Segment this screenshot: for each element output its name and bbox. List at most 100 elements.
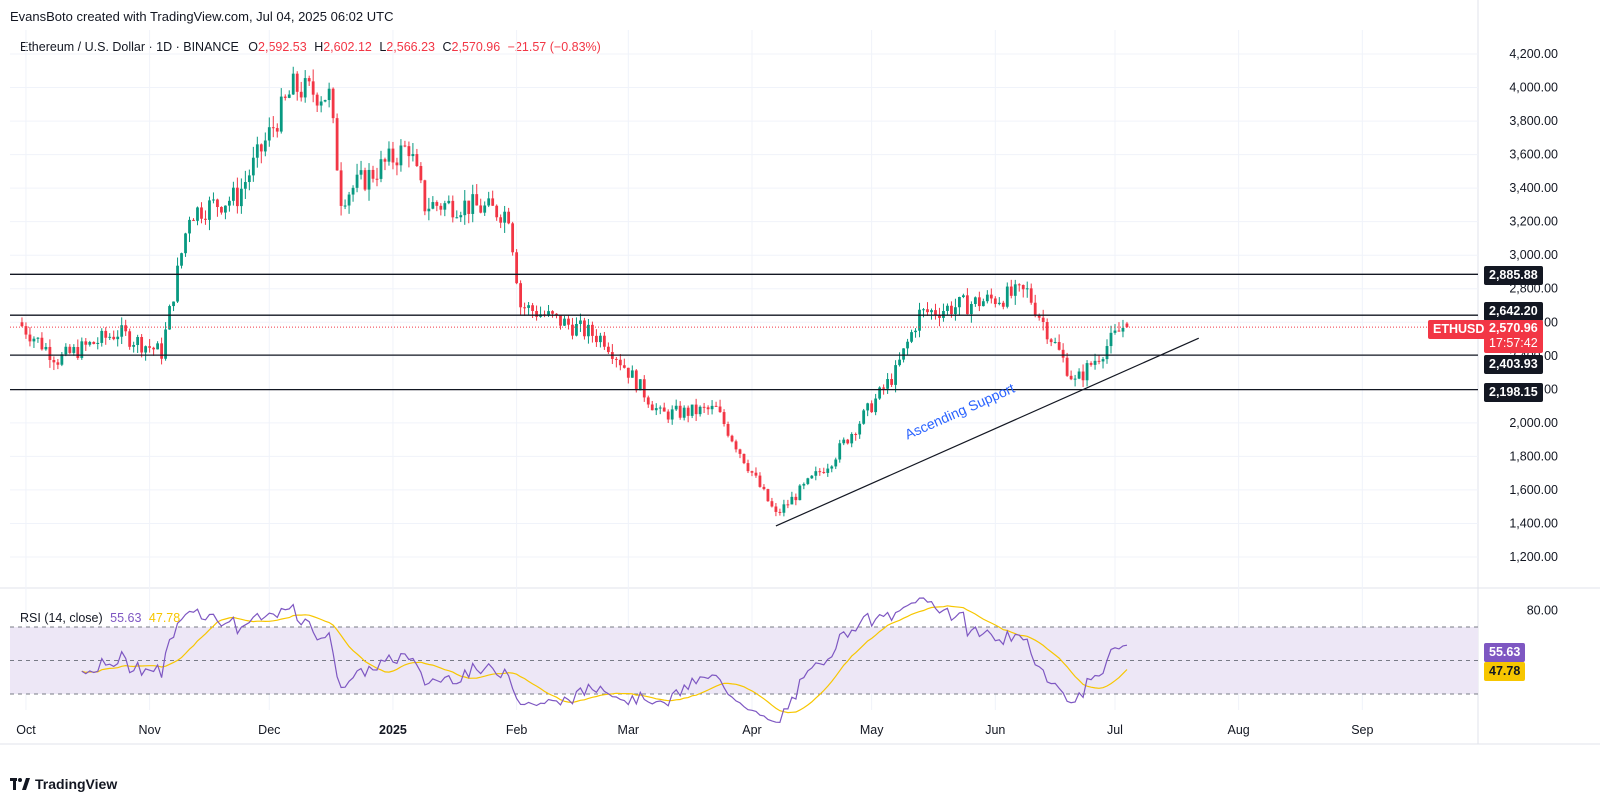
- time-tick-label: Oct: [16, 723, 36, 737]
- candle-body: [228, 200, 231, 206]
- candle-body: [934, 310, 937, 315]
- candle-body: [563, 318, 566, 326]
- candle-body: [168, 306, 171, 330]
- last-price-value: 2,570.96: [1489, 321, 1538, 335]
- candle-body: [742, 453, 746, 464]
- candle-body: [275, 128, 279, 132]
- candle-body: [1105, 346, 1109, 360]
- rsi-value: 55.63: [110, 611, 142, 625]
- candle-body: [399, 145, 403, 166]
- candle-body: [802, 483, 806, 486]
- candle-body: [212, 199, 215, 201]
- candle-body: [898, 359, 901, 366]
- candle-body: [814, 471, 818, 476]
- candle-body: [295, 73, 299, 92]
- candle-body: [1109, 332, 1113, 347]
- candle-body: [367, 169, 371, 190]
- candle-body: [950, 305, 953, 315]
- candle-body: [997, 302, 1001, 305]
- candle-body: [343, 205, 347, 207]
- candle-body: [136, 337, 140, 346]
- candle-body: [44, 346, 48, 350]
- candle-body: [714, 405, 718, 407]
- candle-body: [850, 434, 854, 444]
- price-tick-label: 1,600.00: [1509, 483, 1558, 497]
- candle-body: [235, 187, 239, 207]
- candle-body: [347, 194, 351, 206]
- candle-body: [1001, 302, 1005, 307]
- candle-body: [973, 297, 977, 304]
- level-tag-2885: 2,885.88: [1484, 266, 1543, 285]
- candle-body: [479, 205, 483, 213]
- candle-body: [104, 330, 108, 338]
- candle-body: [303, 78, 307, 98]
- candle-body: [255, 144, 259, 158]
- candle-body: [160, 343, 163, 359]
- candle-body: [467, 200, 471, 214]
- symbol-title[interactable]: Ethereum / U.S. Dollar · 1D · BINANCE: [20, 40, 239, 54]
- candle-body: [910, 332, 913, 342]
- candle-body: [68, 346, 72, 353]
- candle-body: [239, 188, 243, 207]
- candle-body: [267, 127, 271, 141]
- candle-body: [1089, 363, 1093, 365]
- rsi-tick-label: 80.00: [1527, 603, 1558, 617]
- candle-body: [882, 387, 886, 389]
- candle-body: [259, 144, 263, 152]
- candle-body: [746, 463, 750, 472]
- candle-body: [706, 407, 710, 410]
- candle-body: [88, 342, 92, 345]
- tradingview-logo[interactable]: TradingView: [10, 776, 117, 792]
- candle-body: [20, 322, 24, 327]
- candle-body: [874, 398, 878, 413]
- candle-body: [618, 359, 622, 366]
- candle-body: [650, 404, 654, 411]
- candle-body: [567, 318, 570, 325]
- tradingview-brand: TradingView: [35, 776, 118, 792]
- price-tick-label: 2,000.00: [1509, 416, 1558, 430]
- candle-body: [826, 468, 830, 473]
- candle-body: [1125, 323, 1129, 328]
- candle-body: [443, 203, 447, 210]
- candle-body: [1093, 360, 1097, 365]
- candle-body: [726, 424, 730, 436]
- candle-body: [491, 198, 495, 206]
- candle-body: [28, 334, 32, 342]
- candle-body: [224, 205, 227, 213]
- candle-body: [754, 472, 758, 476]
- candle-body: [989, 294, 993, 299]
- candle-body: [810, 475, 814, 479]
- candle-body: [878, 387, 882, 399]
- candle-body: [523, 307, 526, 309]
- candle-body: [942, 310, 945, 318]
- candle-body: [626, 367, 630, 378]
- candle-body: [351, 187, 355, 195]
- candle-body: [762, 486, 766, 490]
- candle-body: [483, 205, 487, 213]
- rsi-ma-value: 47.78: [148, 611, 181, 625]
- rsi-label[interactable]: RSI (14, close): [20, 611, 103, 625]
- low-value: 2,566.23: [386, 40, 435, 54]
- candle-body: [1077, 371, 1081, 379]
- candle-body: [112, 336, 116, 340]
- rsi-line: [81, 597, 1128, 724]
- candle-body: [311, 81, 315, 95]
- candle-body: [287, 94, 291, 98]
- candle-body: [231, 187, 235, 201]
- candle-body: [926, 309, 929, 313]
- candle-body: [307, 78, 311, 82]
- candle-body: [1033, 302, 1037, 316]
- candle-body: [116, 336, 120, 340]
- candle-body: [890, 379, 893, 385]
- candle-body: [1101, 359, 1105, 362]
- candle-body: [1081, 371, 1085, 381]
- candle-body: [794, 496, 798, 501]
- rsi-band-fill: [10, 627, 1478, 694]
- candle-body: [602, 335, 606, 347]
- ascending-support-trendline[interactable]: [775, 337, 1200, 527]
- high-label: H: [314, 40, 324, 54]
- candle-body: [722, 412, 726, 425]
- change-value: −21.57 (−0.83%): [507, 40, 601, 54]
- time-tick-label: 2025: [379, 723, 407, 737]
